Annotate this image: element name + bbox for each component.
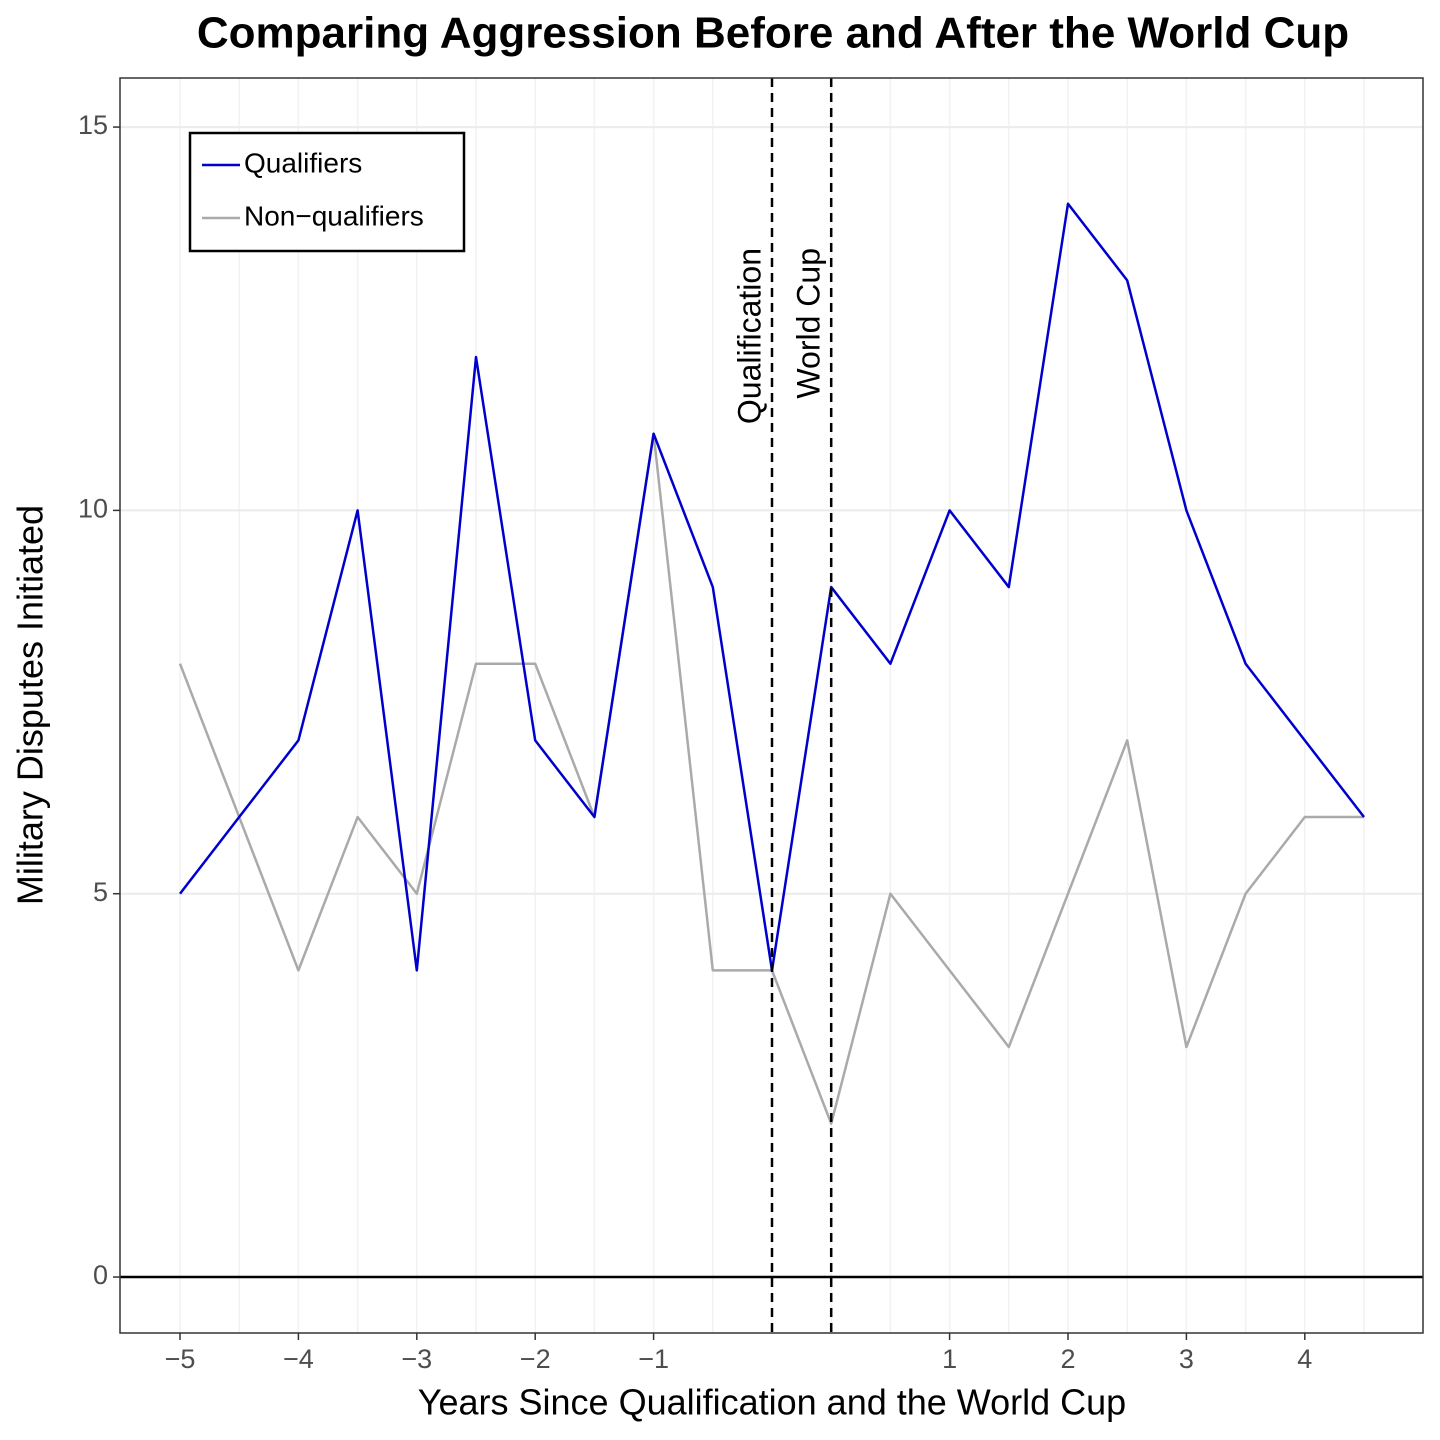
y-tick-label: 5 — [93, 877, 108, 907]
event-label: World Cup — [791, 248, 827, 399]
x-tick-label: 4 — [1297, 1344, 1312, 1374]
legend-box — [188, 131, 466, 253]
legend-label: Qualifiers — [244, 147, 362, 178]
x-tick-label: −1 — [638, 1344, 669, 1374]
y-tick-label: 10 — [78, 494, 108, 524]
x-axis-title: Years Since Qualification and the World … — [418, 1382, 1126, 1423]
x-tick-label: −2 — [520, 1344, 551, 1374]
legend-label: Non−qualifiers — [244, 200, 424, 231]
x-tick-label: −5 — [165, 1344, 196, 1374]
event-label: Qualification — [731, 248, 767, 424]
y-tick-label: 0 — [93, 1260, 108, 1290]
x-tick-label: 1 — [942, 1344, 957, 1374]
x-tick-label: 3 — [1179, 1344, 1194, 1374]
y-axis-title: Military Disputes Initiated — [10, 505, 51, 905]
plot-border — [119, 77, 1424, 1334]
x-tick-label: −4 — [283, 1344, 314, 1374]
x-tick-label: 2 — [1060, 1344, 1075, 1374]
y-tick-label: 15 — [78, 110, 108, 140]
chart-title: Comparing Aggression Before and After th… — [197, 9, 1349, 58]
x-tick-label: −3 — [401, 1344, 432, 1374]
